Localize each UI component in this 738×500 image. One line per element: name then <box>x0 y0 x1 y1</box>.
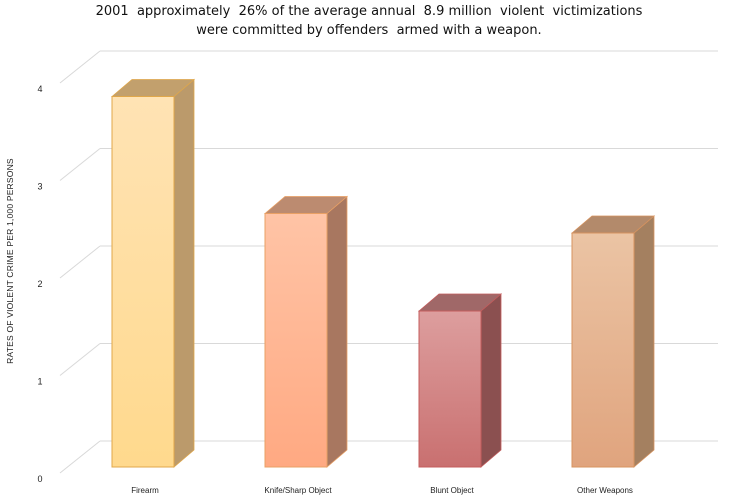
bars <box>110 78 656 468</box>
y-tick-labels: 0 1 2 3 4 <box>37 84 42 484</box>
x-tick-label: Other Weapons <box>577 486 633 495</box>
bar-front <box>111 96 175 468</box>
bar-front <box>418 310 482 468</box>
x-tick-label: Blunt Object <box>430 486 474 495</box>
y-tick-label: 1 <box>37 377 42 387</box>
gridline-diagonal <box>59 50 101 84</box>
bar-side <box>173 78 195 468</box>
bar-front <box>571 232 635 468</box>
bar-side <box>480 293 502 468</box>
chart-title-line-2: were committed by offenders armed with a… <box>196 23 542 38</box>
bar-knife-sharp-object <box>263 195 349 468</box>
bar-side <box>326 195 348 468</box>
gridline-diagonal <box>59 148 101 181</box>
bar-firearm <box>110 78 196 468</box>
chart-title-line-1: 2001 approximately 26% of the average an… <box>95 4 643 19</box>
y-tick-label: 3 <box>37 182 42 192</box>
bar-side <box>633 215 655 468</box>
chart-title: 2001 approximately 26% of the average an… <box>0 2 738 40</box>
x-tick-labels: Firearm Knife/Sharp Object Blunt Object Oth… <box>131 486 633 495</box>
y-tick-label: 2 <box>37 279 42 289</box>
bar-front <box>264 213 328 468</box>
gridline-diagonal <box>59 343 101 376</box>
gridline-diagonal <box>59 440 101 474</box>
x-tick-label: Firearm <box>131 486 159 495</box>
y-tick-label: 4 <box>37 84 42 94</box>
bar-blunt-object <box>417 293 503 468</box>
bar-other-weapons <box>570 215 656 468</box>
x-tick-label: Knife/Sharp Object <box>264 486 332 495</box>
gridline-diagonal <box>59 245 101 279</box>
y-tick-label: 0 <box>37 474 42 484</box>
